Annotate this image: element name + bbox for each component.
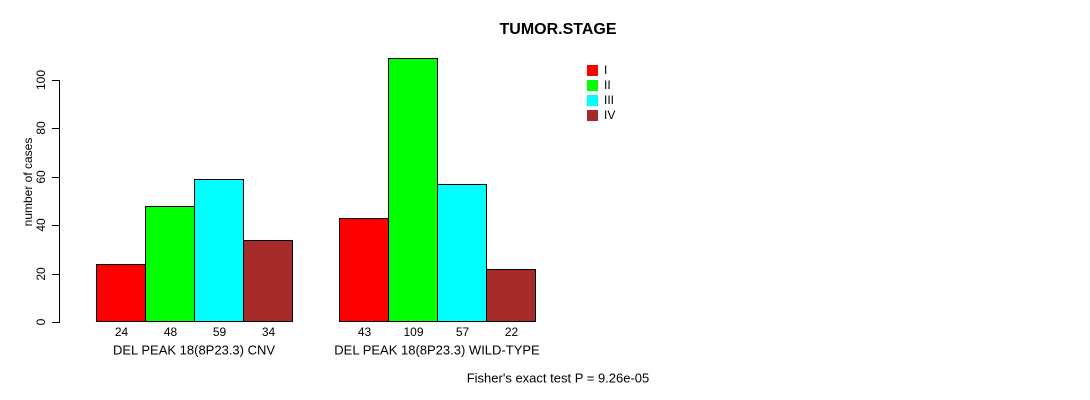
bar-stage-iii-group2	[437, 184, 487, 322]
bar-stage-iv-group2	[486, 269, 536, 322]
bar-value-label: 57	[455, 325, 470, 339]
bar-stage-iii-group1	[194, 179, 244, 322]
legend-row: IV	[587, 108, 616, 122]
y-axis-tick-label: 80	[34, 121, 48, 136]
legend-swatch-i	[587, 65, 598, 76]
bar-stage-i-group1	[96, 264, 146, 322]
y-axis-label: number of cases	[21, 137, 35, 227]
group-label: DEL PEAK 18(8P23.3) WILD-TYPE	[334, 342, 540, 358]
bar-stage-i-group2	[339, 218, 389, 322]
bar-stage-iv-group1	[243, 240, 293, 322]
legend-swatch-iv	[587, 110, 598, 121]
legend-swatch-ii	[587, 80, 598, 91]
bar-value-label: 59	[212, 325, 227, 339]
y-axis-tick	[52, 322, 59, 323]
legend-swatch-iii	[587, 95, 598, 106]
stat-annotation: Fisher's exact test P = 9.26e-05	[466, 370, 650, 386]
legend-label-iv: IV	[604, 108, 616, 122]
y-axis-tick	[52, 176, 59, 178]
bar-value-label: 43	[357, 325, 372, 339]
bar-value-label: 48	[163, 325, 178, 339]
bar-stage-ii-group2	[388, 58, 438, 322]
y-axis-tick-label: 0	[34, 318, 48, 326]
y-axis-tick	[52, 80, 59, 81]
legend-label-iii: III	[604, 93, 615, 107]
group-label: DEL PEAK 18(8P23.3) CNV	[112, 342, 276, 358]
bar-stage-ii-group1	[145, 206, 195, 322]
legend-label-ii: II	[604, 78, 611, 92]
bar-value-label: 24	[114, 325, 129, 339]
legend-row: I	[587, 63, 608, 77]
legend-row: II	[587, 78, 611, 92]
y-axis-tick	[52, 273, 59, 275]
bar-value-label: 22	[504, 325, 519, 339]
legend-label-i: I	[604, 63, 608, 77]
y-axis-tick-label: 20	[34, 266, 48, 281]
legend-row: III	[587, 93, 615, 107]
bar-value-label: 109	[403, 325, 424, 339]
y-axis-tick-label: 40	[34, 218, 48, 232]
y-axis-tick-label: 100	[34, 69, 48, 91]
y-axis-tick	[52, 225, 59, 227]
y-axis-tick-label: 60	[34, 170, 48, 184]
chart-title: TUMOR.STAGE	[499, 21, 617, 38]
bar-value-label: 34	[261, 325, 276, 339]
y-axis-line	[59, 80, 60, 323]
y-axis-tick	[52, 128, 59, 130]
